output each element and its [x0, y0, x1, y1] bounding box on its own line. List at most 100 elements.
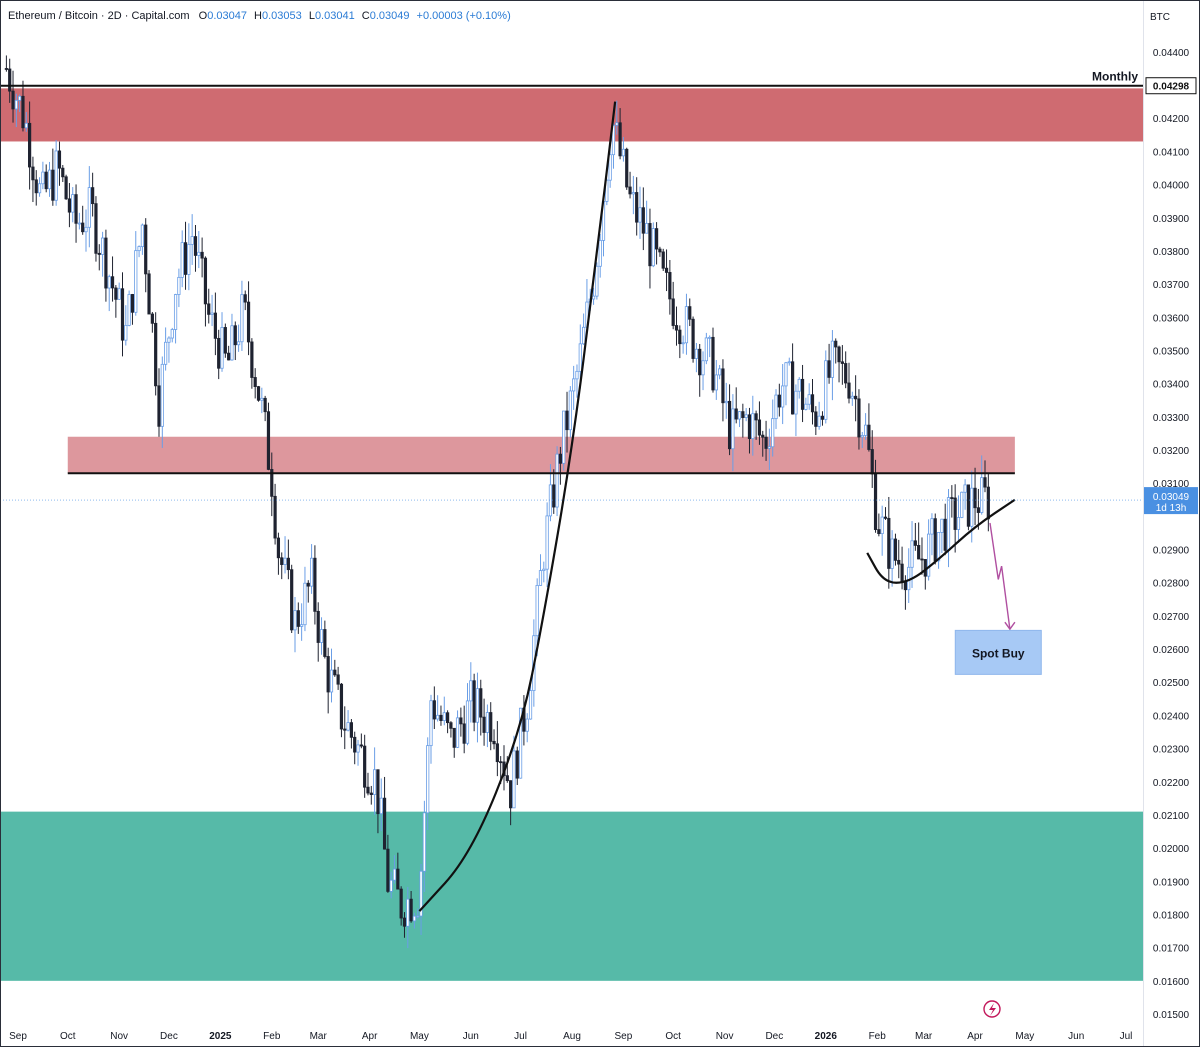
candle-body	[595, 265, 599, 297]
candle-body	[419, 870, 423, 917]
candle-body	[771, 418, 775, 448]
candle-body	[966, 484, 971, 527]
candle-body	[621, 148, 626, 157]
y-tick-label: 0.02600	[1153, 645, 1190, 656]
candle-body	[256, 386, 261, 401]
candle-body	[817, 415, 821, 427]
open-value: 0.03047	[207, 10, 247, 22]
x-tick-label: 2025	[209, 1031, 232, 1042]
candle-body	[173, 294, 178, 330]
candle-body	[379, 797, 383, 815]
candle-body	[933, 518, 937, 562]
candle-body	[492, 740, 496, 745]
candle-body	[807, 394, 811, 405]
candle-body	[718, 368, 722, 376]
candle-body	[336, 674, 340, 685]
candle-body	[976, 507, 980, 513]
candle-body	[137, 246, 141, 252]
candle-body	[525, 718, 529, 732]
candle-body	[51, 169, 55, 201]
candle-body	[263, 397, 267, 413]
candle-body	[615, 122, 619, 126]
price-axis-separator	[1143, 0, 1144, 1047]
candle-body	[200, 251, 204, 259]
candle-body	[104, 237, 108, 289]
candle-body	[14, 99, 18, 110]
x-tick-label: Dec	[160, 1031, 178, 1042]
candle-body	[61, 167, 65, 178]
candle-body	[343, 728, 347, 731]
candle-body	[319, 629, 324, 643]
candle-body	[684, 306, 689, 344]
candle-body	[21, 95, 25, 129]
level-price-tag	[1145, 77, 1197, 95]
last-price-value: 0.03049	[1153, 492, 1190, 503]
candle-body	[638, 207, 642, 223]
candle-body	[4, 68, 8, 70]
candle-body	[97, 252, 101, 255]
candle-body	[309, 557, 314, 587]
candle-body	[605, 179, 609, 202]
y-tick-label: 0.02500	[1153, 678, 1190, 689]
candle-body	[764, 436, 768, 449]
x-tick-label: Sep	[615, 1031, 633, 1042]
candle-body	[150, 313, 154, 324]
candle-body	[346, 722, 350, 731]
candle-body	[353, 736, 357, 753]
low-label: L	[308, 10, 315, 22]
candle-body	[409, 898, 413, 922]
candle-body	[558, 453, 562, 464]
candle-body	[144, 224, 148, 275]
candle-body	[953, 497, 957, 530]
candle-body	[800, 378, 805, 410]
candle-body	[140, 224, 145, 248]
currency-label[interactable]: BTC	[1150, 12, 1170, 23]
candle-body	[721, 368, 725, 404]
candle-body	[37, 183, 42, 194]
candle-body	[757, 419, 762, 436]
candle-body	[575, 370, 579, 380]
candle-body	[91, 187, 95, 205]
candle-body	[392, 868, 397, 881]
candle-body	[946, 497, 951, 551]
candle-body	[416, 915, 420, 918]
candle-body	[207, 303, 211, 315]
y-tick-label: 0.01700	[1153, 944, 1190, 955]
candle-body	[220, 327, 224, 369]
candle-body	[147, 273, 151, 315]
candle-body	[930, 518, 934, 535]
y-tick-label: 0.01600	[1153, 977, 1190, 988]
candle-body	[860, 435, 864, 438]
candle-body	[711, 336, 715, 391]
candle-body	[266, 411, 271, 470]
candle-body	[402, 917, 407, 927]
candle-body	[81, 222, 85, 233]
candle-body	[210, 312, 214, 315]
candle-body	[94, 203, 98, 254]
candle-body	[107, 276, 111, 289]
candle-body	[449, 722, 453, 729]
candle-body	[482, 716, 486, 733]
candle-body	[465, 700, 470, 744]
candle-body	[678, 329, 682, 345]
candle-body	[648, 223, 652, 267]
candle-body	[986, 486, 990, 520]
candle-body	[651, 228, 655, 267]
rounding-bottom-curve	[866, 498, 1016, 584]
candle-body	[57, 150, 62, 169]
candle-body	[472, 680, 476, 723]
candle-body	[71, 194, 75, 213]
candle-body	[34, 179, 38, 194]
candle-body	[134, 250, 138, 313]
candle-body	[429, 700, 433, 747]
symbol-title[interactable]: Ethereum / Bitcoin · 2D · Capital.com	[8, 10, 190, 22]
candle-body	[714, 374, 718, 391]
open-label: O	[198, 10, 208, 22]
y-tick-label: 0.02000	[1153, 844, 1190, 855]
x-tick-label: Oct	[60, 1031, 76, 1042]
candle-body	[442, 712, 446, 721]
y-tick-label: 0.04100	[1153, 147, 1190, 158]
candle-body	[373, 769, 377, 795]
